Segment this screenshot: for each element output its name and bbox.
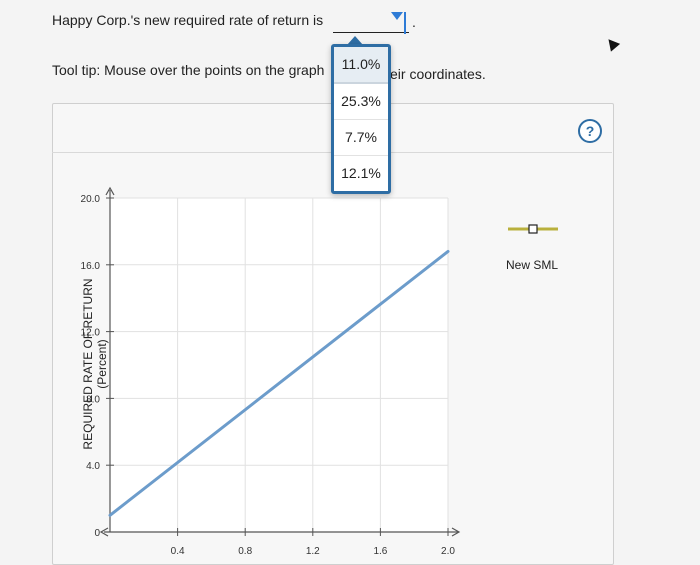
y-tick-label: 16.0 (81, 261, 101, 272)
x-tick-label: 0.8 (238, 546, 252, 556)
dropdown-menu[interactable]: 11.0% 25.3% 7.7% 12.1% (331, 44, 391, 194)
help-icon[interactable]: ? (578, 119, 602, 143)
series-line (108, 249, 450, 517)
dropdown-option[interactable]: 11.0% (334, 47, 388, 84)
text-cursor-icon (404, 12, 406, 34)
y-tick-label: 4.0 (86, 461, 100, 472)
y-tick-label: 20.0 (81, 194, 101, 205)
y-tick-label: 0 (94, 528, 100, 539)
x-axis-left-arrow (99, 527, 109, 537)
x-tick-label: 1.2 (306, 546, 320, 556)
tooltip-instruction-tail: eir coordinates. (390, 66, 486, 82)
x-tick-label: 0.4 (171, 546, 185, 556)
dropdown-option[interactable]: 25.3% (334, 84, 388, 120)
plot-area (110, 198, 448, 532)
y-axis-arrow (105, 186, 115, 196)
x-axis-arrow (451, 527, 461, 537)
legend-marker (528, 224, 538, 234)
answer-dropdown[interactable] (333, 14, 409, 33)
dropdown-option[interactable]: 7.7% (334, 120, 388, 156)
x-tick-label: 2.0 (441, 546, 455, 556)
y-tick-label: 12.0 (81, 328, 101, 339)
x-tick-label: 1.6 (373, 546, 387, 556)
dropdown-caret-icon[interactable] (391, 12, 403, 20)
legend-label: New SML (506, 258, 559, 272)
question-period: . (412, 14, 416, 30)
tooltip-instruction: Tool tip: Mouse over the points on the g… (52, 62, 325, 78)
y-tick-label: 8.0 (86, 394, 100, 405)
dropdown-option[interactable]: 12.1% (341, 165, 381, 181)
dropdown-pointer (347, 36, 363, 45)
question-text: Happy Corp.'s new required rate of retur… (52, 12, 324, 28)
